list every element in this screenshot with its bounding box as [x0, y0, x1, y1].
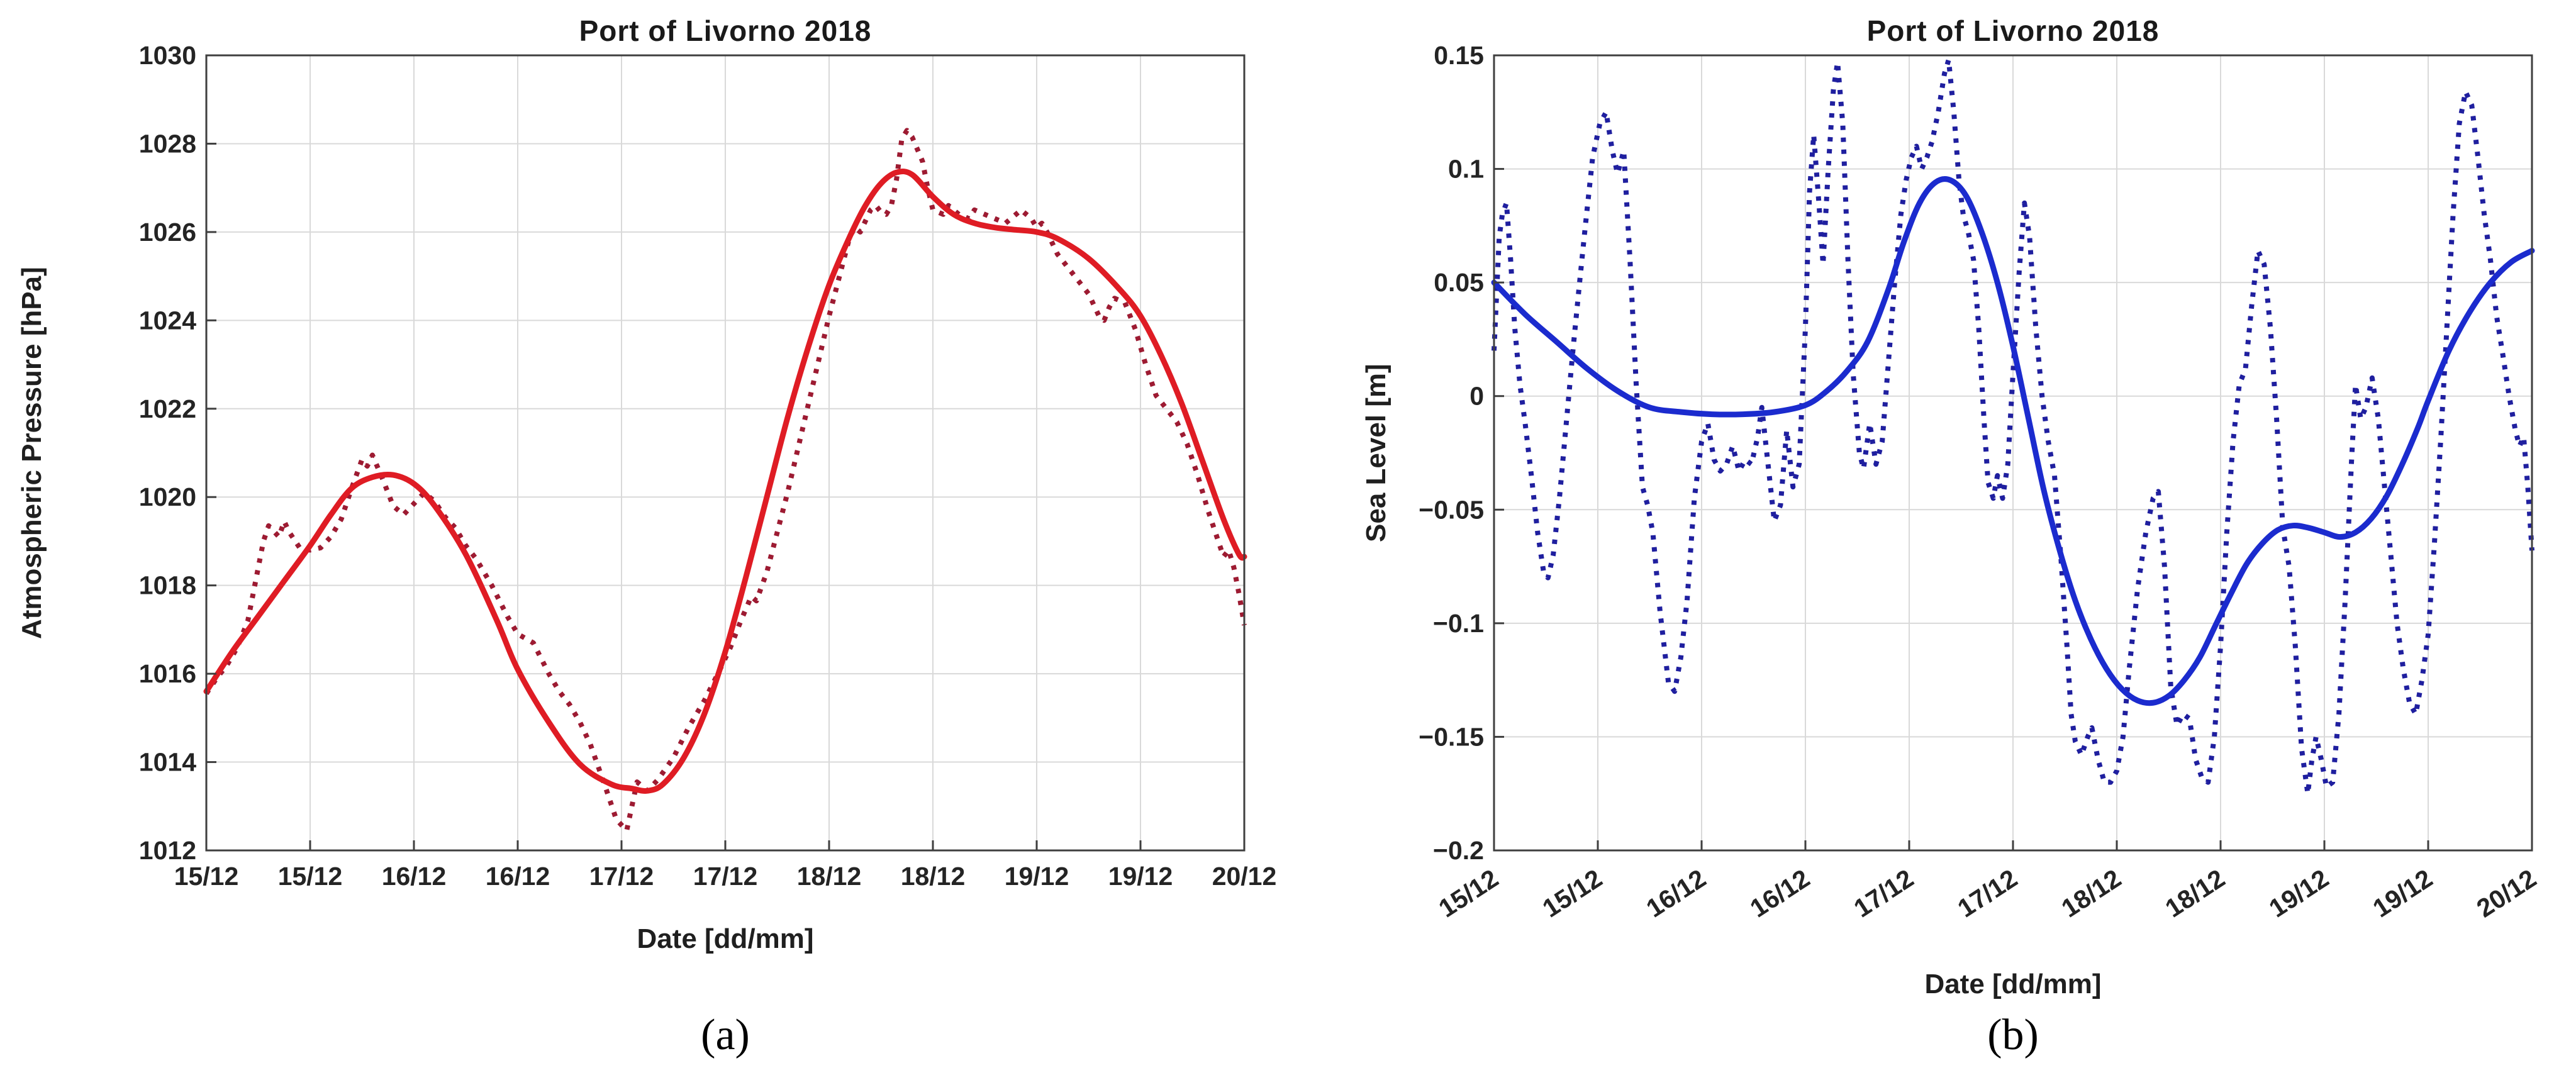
y-tick-label: 1014: [139, 748, 196, 777]
y-tick-label: 1030: [139, 41, 196, 70]
x-tick-label: 15/12: [1434, 864, 1503, 923]
x-tick-label: 16/12: [1745, 864, 1815, 923]
y-tick-label: 1018: [139, 571, 196, 600]
y-tick-label: 0.15: [1434, 41, 1484, 70]
y-tick-label: 1026: [139, 218, 196, 247]
x-tick-label: 15/12: [1537, 864, 1607, 923]
x-tick-label: 18/12: [901, 862, 966, 891]
sea-level-chart: 15/12 15/12 16/12 16/12 17/12 17/12 18/12 18/12…: [1419, 41, 2541, 923]
x-tick-label: 16/12: [382, 862, 447, 891]
y-tick-label: −0.1: [1433, 609, 1484, 638]
panel-caption: (a): [701, 1011, 750, 1059]
panel-a: 15/12 15/12 16/12 16/12 17/12 17/12 18/12 18/12…: [16, 14, 1277, 1059]
y-tick-label: 0: [1469, 382, 1484, 411]
y-tick-label: −0.15: [1419, 722, 1484, 751]
x-tick-label: 16/12: [486, 862, 550, 891]
pressure-chart: 15/12 15/12 16/12 16/12 17/12 17/12 18/12 18/12…: [139, 41, 1277, 891]
y-tick-label: 0.05: [1434, 268, 1484, 297]
panel-b: 15/12 15/12 16/12 16/12 17/12 17/12 18/12 18/12…: [1288, 0, 2576, 1080]
x-tick-label: 17/12: [589, 862, 654, 891]
y-tick-label: 1028: [139, 129, 196, 158]
x-tick-label: 19/12: [1005, 862, 1069, 891]
x-tick-label: 16/12: [1641, 864, 1711, 923]
panel-caption: (b): [1987, 1011, 2039, 1059]
x-axis-label: Date [dd/mm]: [1924, 969, 2102, 999]
x-tick-label: 17/12: [1953, 864, 2022, 923]
x-tick-label: 18/12: [2056, 864, 2126, 923]
x-tick-label: 20/12: [2472, 864, 2541, 923]
x-tick-label: 19/12: [1108, 862, 1173, 891]
y-tick-label: 1016: [139, 659, 196, 688]
x-tick-label: 15/12: [174, 862, 239, 891]
x-tick-label: 17/12: [1849, 864, 1919, 923]
x-tick-label: 19/12: [2264, 864, 2334, 923]
y-axis-label: Sea Level [m]: [1361, 364, 1391, 542]
y-axis-label: Atmospheric Pressure [hPa]: [16, 267, 47, 639]
x-axis-label: Date [dd/mm]: [637, 923, 814, 954]
observed-sea-level-series: [1492, 57, 2534, 796]
observed-pressure-series: [204, 128, 1247, 833]
y-tick-label: −0.05: [1419, 495, 1484, 524]
y-tick-label: 1012: [139, 836, 196, 865]
x-tick-label: 17/12: [693, 862, 758, 891]
x-tick-label: 19/12: [2368, 864, 2438, 923]
smoothed-pressure-series: [203, 168, 1247, 794]
smoothed-sea-level-series: [1491, 176, 2535, 706]
y-tick-label: 0.1: [1448, 155, 1484, 184]
x-tick-label: 15/12: [278, 862, 343, 891]
x-tick-label: 18/12: [797, 862, 862, 891]
y-tick-label: −0.2: [1433, 836, 1484, 865]
chart-title: Port of Livorno 2018: [1866, 14, 2160, 47]
chart-title: Port of Livorno 2018: [579, 14, 872, 47]
y-tick-label: 1022: [139, 394, 196, 423]
x-tick-label: 18/12: [2160, 864, 2230, 923]
x-tick-label: 20/12: [1212, 862, 1277, 891]
y-tick-label: 1020: [139, 482, 196, 511]
y-tick-label: 1024: [139, 306, 196, 335]
